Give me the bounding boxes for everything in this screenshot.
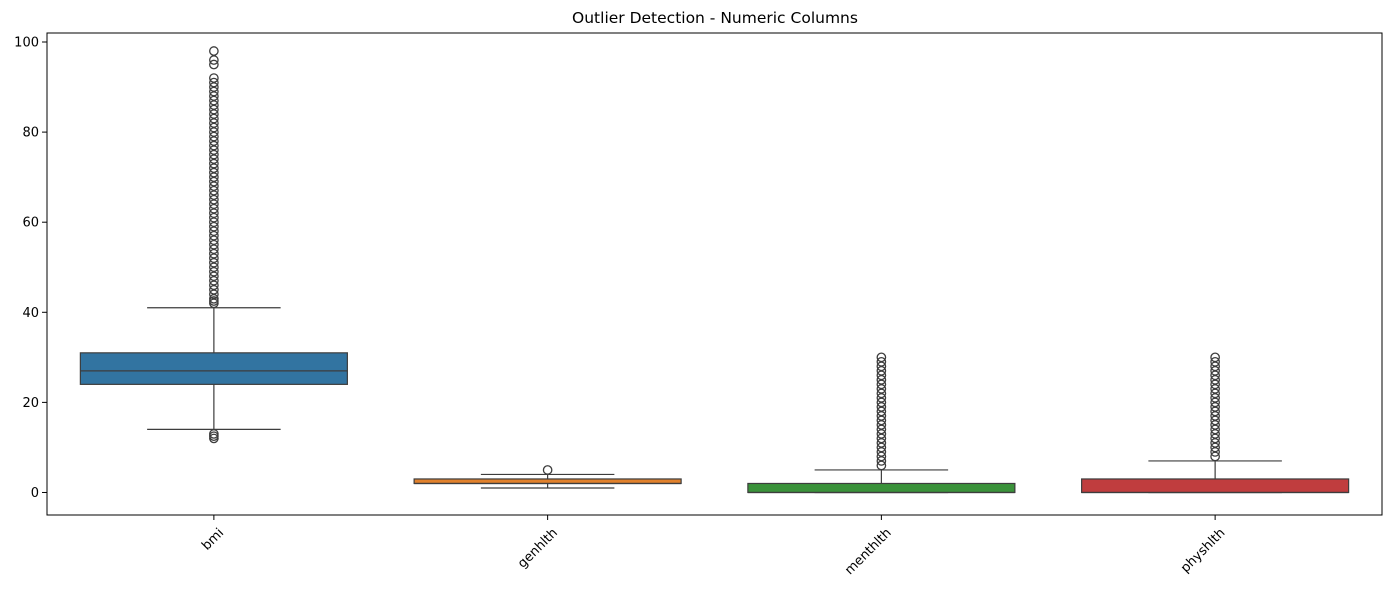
- y-tick-label: 100: [14, 36, 39, 51]
- outlier-point: [1210, 356, 1220, 367]
- outlier-point: [1210, 352, 1220, 363]
- plot-frame: [46, 32, 1383, 516]
- outlier-point: [876, 356, 887, 367]
- y-tick-label: 60: [22, 216, 39, 231]
- box-iqr: [1081, 478, 1350, 494]
- x-tick-label: bmi: [199, 526, 227, 554]
- outlier-point: [876, 352, 887, 363]
- y-tick-label: 80: [22, 126, 39, 141]
- y-axis: 0 20 40 60 80 100: [14, 36, 47, 501]
- x-tick-label: genhlth: [515, 526, 561, 572]
- box-physhlth: [1081, 352, 1350, 494]
- outlier-point: [542, 465, 553, 475]
- y-tick-label: 40: [22, 306, 39, 321]
- box-genhlth: [413, 465, 682, 489]
- box-menthlth: [747, 352, 1016, 494]
- x-axis: bmi genhlth menthlth physhlth: [199, 515, 1228, 578]
- plot-area: [79, 46, 1350, 494]
- outlier-point: [209, 73, 219, 83]
- x-tick-label: menthlth: [842, 526, 894, 578]
- y-tick-label: 20: [22, 396, 39, 411]
- box-iqr: [79, 352, 348, 385]
- outlier-point: [209, 429, 219, 439]
- outlier-point: [209, 77, 219, 88]
- y-tick-label: 0: [31, 486, 39, 501]
- box-bmi: [79, 46, 348, 444]
- box-iqr: [413, 478, 682, 485]
- outlier-point: [209, 59, 219, 70]
- chart-title: Outlier Detection - Numeric Columns: [572, 9, 858, 27]
- box-iqr: [747, 482, 1016, 494]
- outlier-point: [209, 46, 219, 56]
- x-tick-label: physhlth: [1178, 526, 1228, 576]
